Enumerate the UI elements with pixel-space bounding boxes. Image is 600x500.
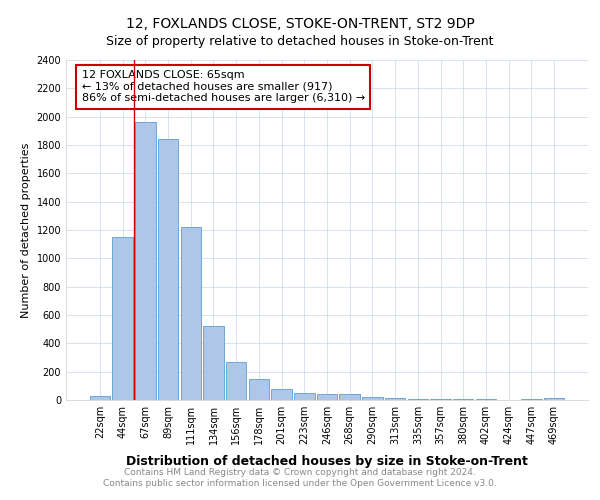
Bar (294, 393, 314, 400)
Bar (407, 399, 428, 400)
Bar (521, 398, 542, 400)
Bar (385, 398, 406, 400)
Bar (362, 397, 383, 400)
Bar (112, 237, 133, 400)
Text: Contains HM Land Registry data © Crown copyright and database right 2024.
Contai: Contains HM Land Registry data © Crown c… (103, 468, 497, 487)
Bar (271, 388, 292, 400)
Bar (317, 394, 337, 400)
Bar (181, 227, 201, 400)
Bar (226, 362, 247, 400)
Bar (248, 380, 269, 400)
Bar (544, 398, 564, 400)
Y-axis label: Number of detached properties: Number of detached properties (21, 142, 31, 318)
Text: Size of property relative to detached houses in Stoke-on-Trent: Size of property relative to detached ho… (106, 35, 494, 48)
Bar (90, 396, 110, 400)
Bar (340, 394, 360, 400)
X-axis label: Distribution of detached houses by size in Stoke-on-Trent: Distribution of detached houses by size … (126, 456, 528, 468)
Bar (158, 140, 178, 400)
Bar (135, 122, 155, 400)
Text: 12 FOXLANDS CLOSE: 65sqm
← 13% of detached houses are smaller (917)
86% of semi-: 12 FOXLANDS CLOSE: 65sqm ← 13% of detach… (82, 70, 365, 103)
Bar (203, 326, 224, 400)
Text: 12, FOXLANDS CLOSE, STOKE-ON-TRENT, ST2 9DP: 12, FOXLANDS CLOSE, STOKE-ON-TRENT, ST2 … (125, 18, 475, 32)
